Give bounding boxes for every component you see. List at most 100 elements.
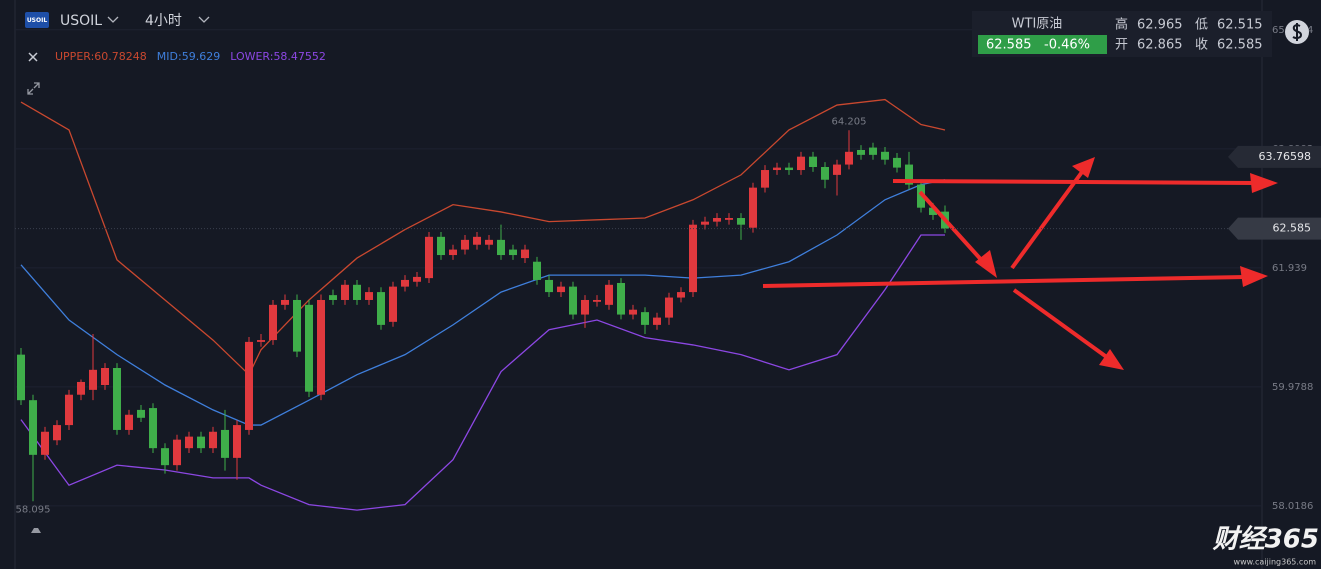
candle-body [101, 367, 109, 386]
candle-body [461, 239, 469, 250]
candle-body [329, 295, 337, 300]
band-line [20, 179, 946, 426]
legend: UPPER:60.78248 MID:59.629 LOWER:58.47552 [55, 50, 326, 63]
candle-body [401, 279, 409, 287]
candle-body [29, 400, 37, 455]
candle-body [893, 157, 901, 168]
last-price: 62.585 [986, 38, 1032, 53]
band-line [20, 234, 945, 511]
candle-body [473, 236, 481, 245]
low-label: 58.095 [16, 504, 51, 515]
candle-body [857, 149, 865, 155]
candle-body [785, 167, 793, 171]
candle-body [89, 369, 97, 390]
candle-body [245, 341, 253, 430]
candle-body [269, 304, 277, 341]
candle-body [17, 354, 25, 401]
candle-body [365, 292, 373, 300]
high-value: 62.965 [1137, 18, 1183, 33]
low-label: 低 [1195, 18, 1208, 33]
y-tick-label: 58.0186 [1272, 501, 1313, 512]
candle-body [665, 297, 673, 318]
candle-body [761, 170, 769, 188]
currency-button[interactable] [1285, 20, 1309, 44]
candle-body [689, 224, 697, 293]
change: -0.46% [1044, 38, 1090, 53]
candle-body [425, 236, 433, 279]
candle-body [317, 299, 325, 395]
candle-body [809, 156, 817, 167]
band-line [20, 98, 946, 376]
candle-body [797, 156, 805, 171]
collapse-icon[interactable] [27, 82, 40, 95]
candle-body [869, 147, 877, 155]
candle-body [389, 286, 397, 322]
candle-body [305, 304, 313, 392]
candle-body [197, 436, 205, 449]
open-label: 开 [1115, 38, 1128, 53]
close-indicator[interactable] [28, 52, 38, 62]
open-value: 62.865 [1137, 38, 1183, 53]
candle-body [545, 279, 553, 293]
candle-body [77, 381, 85, 395]
candle-body [149, 408, 157, 449]
candle-body [497, 239, 505, 256]
candle-body [353, 284, 361, 300]
candle-body [137, 409, 145, 418]
bands [20, 98, 946, 511]
chevron[interactable] [107, 16, 119, 23]
candle-body [65, 394, 73, 426]
candle-body [533, 261, 541, 280]
candle-body [749, 187, 757, 228]
legend-name: LOWER: [230, 50, 273, 63]
candle-body [605, 284, 613, 305]
candle-body [593, 299, 601, 302]
low-value: 62.515 [1217, 18, 1263, 33]
high-label: 高 [1115, 17, 1128, 33]
candle-body [413, 276, 421, 282]
candle-body [845, 151, 853, 165]
candle-body [257, 340, 265, 342]
candle-body [485, 239, 493, 245]
ruler-icon[interactable] [31, 526, 41, 533]
watermark: 财经365 www.caijing365.com [1212, 525, 1319, 567]
candle-body [737, 218, 745, 225]
candle-body [509, 249, 517, 256]
legend-name: MID: [157, 50, 182, 63]
legend-value: 58.47552 [273, 50, 326, 63]
candle-body [641, 312, 649, 325]
info-box: WTI原油 62.585 -0.46% 高 62.965 低 62.515 开 … [972, 11, 1272, 57]
watermark-url: www.caijing365.com [1234, 558, 1317, 567]
chevron[interactable] [198, 16, 210, 23]
level-tag-bg [1228, 145, 1321, 168]
level-tag: 63.76598 [1259, 150, 1312, 163]
candles: 64.205 58.095 [16, 116, 949, 515]
candle-body [653, 317, 661, 325]
symbol[interactable]: USOIL [60, 13, 102, 29]
instrument: WTI原油 [1012, 17, 1063, 32]
candle-body [929, 207, 937, 215]
candle-body [725, 218, 733, 220]
legend-value: 59.629 [182, 50, 221, 63]
candle-body [521, 249, 529, 259]
y-tick-label: 61.939 [1272, 263, 1307, 274]
candle-body [617, 282, 625, 315]
candle-body [209, 431, 217, 449]
candle-body [281, 299, 289, 305]
dollar-sign [1292, 23, 1303, 41]
candle-body [161, 448, 169, 466]
candle-body [881, 151, 889, 160]
y-tick-label: 59.9788 [1272, 382, 1313, 393]
candle-body [233, 425, 241, 458]
candle-body [569, 286, 577, 315]
candle-body [221, 429, 229, 458]
candle-body [917, 184, 925, 208]
last-price-tag-bg [1228, 217, 1321, 240]
last-price-tag: 62.585 [1273, 222, 1312, 235]
header: USOIL USOIL 4小时 UPPER:60.78248 MID:59.629… [25, 12, 326, 95]
timeframe[interactable]: 4小时 [145, 13, 182, 29]
candle-body [677, 292, 685, 298]
symbol-badge [25, 12, 49, 28]
